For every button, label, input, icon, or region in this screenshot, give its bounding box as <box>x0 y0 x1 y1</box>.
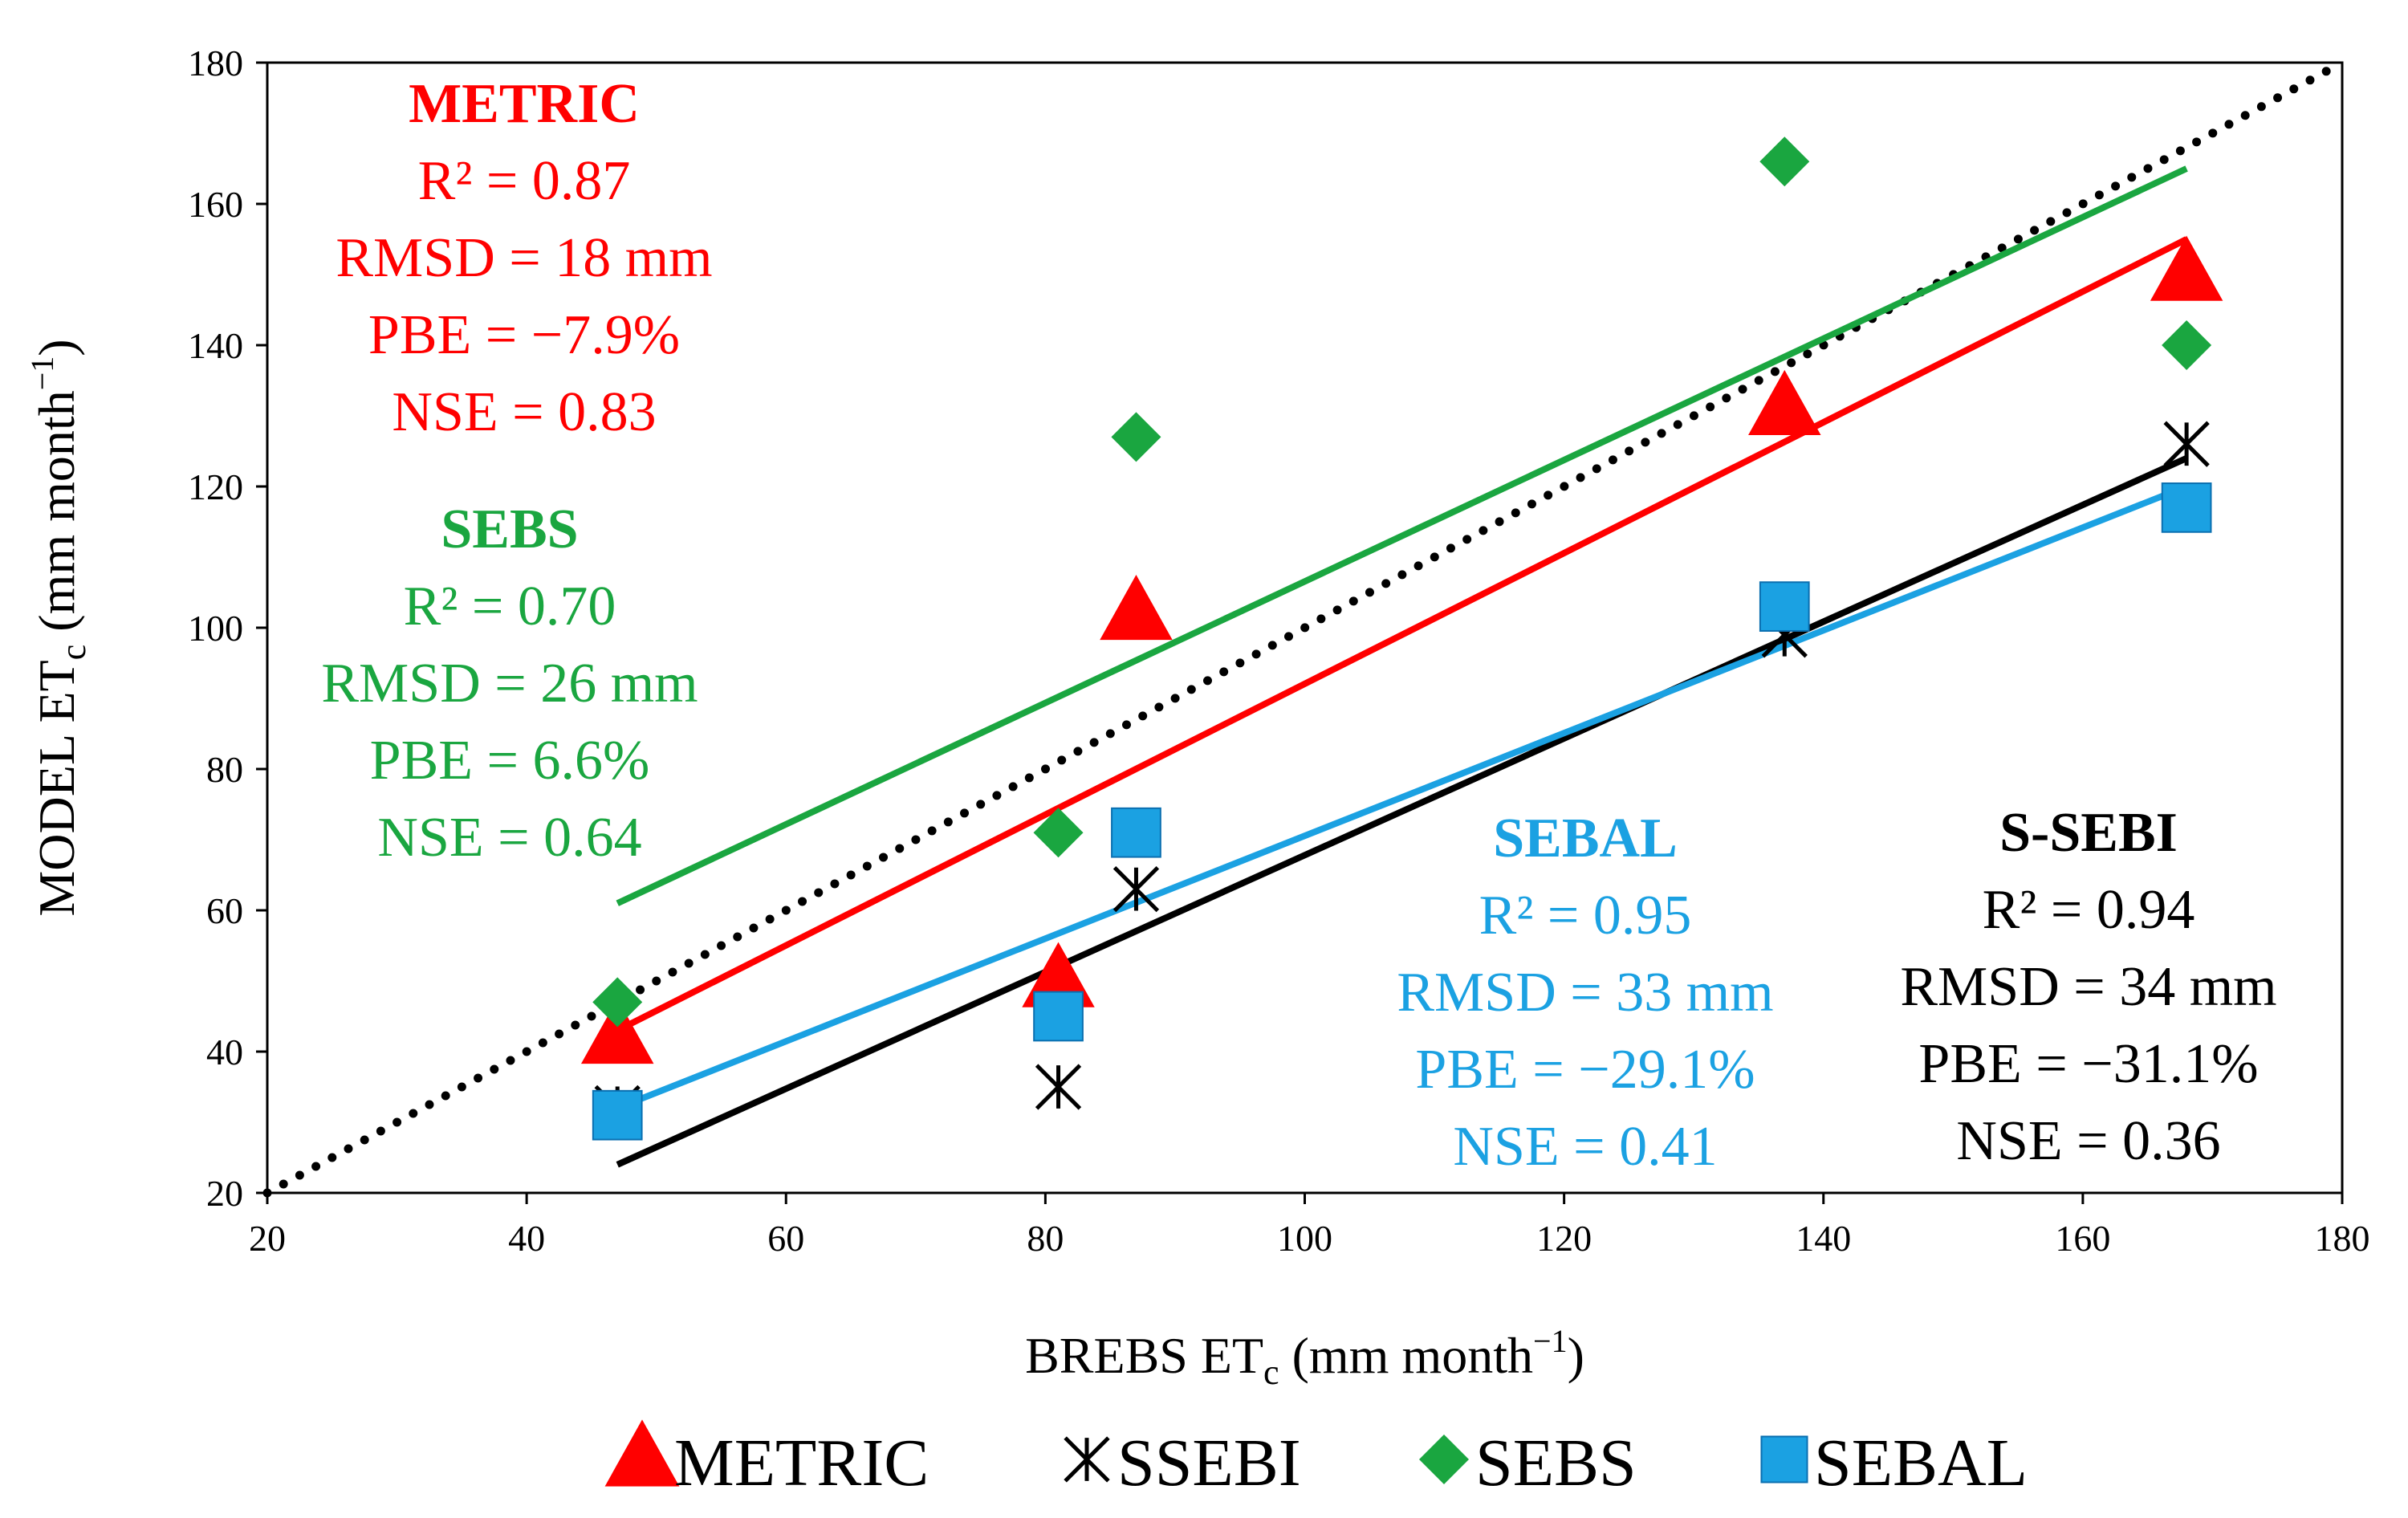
x-tick-label: 140 <box>1796 1218 1851 1259</box>
legend-label: SSEBI <box>1117 1426 1301 1500</box>
annotation-line: NSE = 0.64 <box>377 807 641 869</box>
legend-marker <box>604 1419 680 1487</box>
y-tick-label: 180 <box>188 43 243 83</box>
x-axis-label: BREBS ETc (mm month−1) <box>1025 1323 1584 1392</box>
point-sebs <box>1033 808 1084 858</box>
annotation-line: R² = 0.70 <box>404 576 616 637</box>
legend-item-sebal: SEBAL <box>1760 1426 2028 1500</box>
x-tick-label: 20 <box>249 1218 286 1259</box>
point-sebs <box>592 977 643 1028</box>
legend-label: METRIC <box>674 1426 929 1500</box>
annotation-line: R² = 0.87 <box>418 150 631 212</box>
annotation-line: RMSD = 26 mm <box>321 653 698 714</box>
y-tick-label: 20 <box>206 1173 243 1214</box>
point-sebal <box>1759 581 1810 632</box>
legend-label: SEBS <box>1475 1426 1637 1500</box>
y-tick-label: 80 <box>206 749 243 790</box>
trendline-metric <box>616 236 2188 1034</box>
annotation-title: METRIC <box>409 73 640 135</box>
point-sebal <box>1111 807 1161 858</box>
point-sebs <box>1759 136 1810 187</box>
y-axis-label: MODEL ETc (mm month−1) <box>24 339 93 916</box>
point-sebal <box>592 1089 643 1141</box>
annotation-line: RMSD = 33 mm <box>1397 962 1773 1024</box>
annotation-metric: METRIC R² = 0.87 RMSD = 18 mm PBE = −7.9% NS… <box>336 73 712 443</box>
point-ssebi <box>2163 421 2210 467</box>
x-tick-label: 160 <box>2055 1218 2110 1259</box>
legend-marker <box>1419 1435 1469 1484</box>
annotation-sebal: SEBAL R² = 0.95 RMSD = 33 mm PBE = −29.1% NS… <box>1397 808 1773 1178</box>
annotation-sebs: SEBS R² = 0.70 RMSD = 26 mm PBE = 6.6% NSE =… <box>321 499 698 869</box>
y-tick-label: 140 <box>188 325 243 366</box>
x-tick-label: 180 <box>2315 1218 2370 1259</box>
annotation-line: NSE = 0.41 <box>1453 1116 1717 1178</box>
annotation-line: RMSD = 34 mm <box>1900 956 2276 1018</box>
annotation-title: SEBAL <box>1493 808 1678 869</box>
x-tick-label: 40 <box>508 1218 545 1259</box>
point-ssebi <box>1035 1064 1082 1110</box>
annotation-line: NSE = 0.83 <box>392 381 656 443</box>
annotation-title: S-SEBI <box>1999 802 2178 864</box>
trendline-ssebi <box>616 455 2188 1168</box>
x-tick-label: 120 <box>1536 1218 1592 1259</box>
x-tick-label: 100 <box>1277 1218 1332 1259</box>
annotation-title: SEBS <box>441 499 578 560</box>
legend-item-sebs: SEBS <box>1419 1426 1637 1500</box>
legend-marker <box>1064 1436 1110 1483</box>
legend-item-ssebi: SSEBI <box>1064 1426 1301 1500</box>
point-sebs <box>1111 412 1161 462</box>
point-sebal <box>2161 482 2212 533</box>
annotation-line: PBE = −31.1% <box>1918 1033 2258 1095</box>
y-tick-label: 40 <box>206 1032 243 1072</box>
annotation-line: NSE = 0.36 <box>1956 1110 2220 1172</box>
annotation-line: R² = 0.95 <box>1479 885 1692 946</box>
point-sebs <box>2162 320 2212 370</box>
y-tick-label: 160 <box>188 184 243 225</box>
point-metric <box>2150 235 2223 301</box>
annotation-line: RMSD = 18 mm <box>336 227 712 289</box>
point-metric <box>1748 369 1821 435</box>
one-to-one-line <box>262 58 2347 1198</box>
legend-item-metric: METRIC <box>604 1419 929 1500</box>
annotation-line: PBE = 6.6% <box>370 730 650 792</box>
point-metric <box>1022 942 1095 1007</box>
point-ssebi <box>1112 865 1160 913</box>
y-tick-label: 60 <box>206 890 243 931</box>
legend-marker <box>1760 1435 1808 1483</box>
annotation-ssebi: S-SEBI R² = 0.94 RMSD = 34 mm PBE = −31.1% N… <box>1900 802 2276 1172</box>
legend-label: SEBAL <box>1814 1426 2028 1500</box>
point-metric <box>580 999 654 1064</box>
annotation-line: PBE = −29.1% <box>1415 1039 1755 1101</box>
y-tick-label: 120 <box>188 466 243 507</box>
annotation-line: PBE = −7.9% <box>368 304 680 366</box>
annotation-line: R² = 0.94 <box>1983 879 2195 941</box>
point-sebal <box>1033 991 1084 1042</box>
trendline-sebal <box>616 483 2188 1112</box>
trendline-sebs <box>616 165 2188 906</box>
x-tick-label: 80 <box>1027 1218 1064 1259</box>
x-tick-label: 60 <box>767 1218 804 1259</box>
y-tick-label: 100 <box>188 608 243 649</box>
point-metric <box>1100 575 1173 641</box>
